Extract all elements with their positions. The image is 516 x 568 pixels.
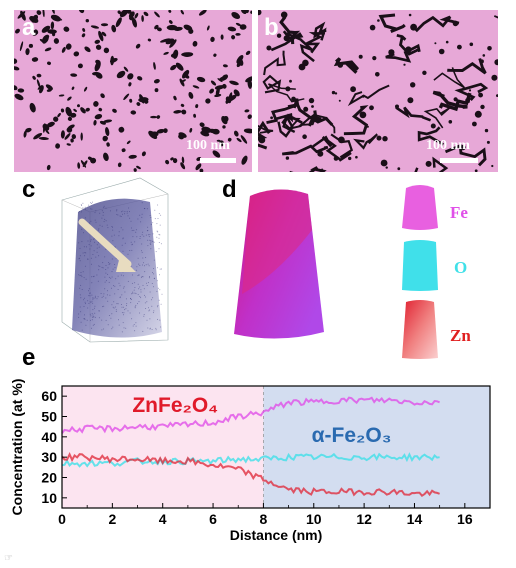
apt-reconstruction-c bbox=[61, 177, 169, 343]
region-1 bbox=[263, 386, 490, 508]
sem-image-a: a 100 nm bbox=[14, 10, 252, 172]
y-tick-label: 30 bbox=[41, 449, 57, 465]
x-tick-label: 10 bbox=[306, 511, 322, 527]
sem-image-b: b 100 nm bbox=[258, 10, 498, 172]
sem-texture-a bbox=[14, 10, 252, 172]
region-label-znfe2o4: ZnFe₂O₄ bbox=[132, 394, 218, 417]
element-label-fe: Fe bbox=[450, 203, 468, 222]
scale-bar-b bbox=[440, 158, 478, 163]
y-tick-label: 20 bbox=[41, 470, 57, 486]
y-tick-label: 50 bbox=[41, 409, 57, 425]
x-tick-label: 0 bbox=[58, 511, 66, 527]
watermark: ☞ bbox=[4, 553, 13, 564]
panel-label-e: e bbox=[22, 344, 36, 371]
y-tick-label: 60 bbox=[41, 388, 57, 404]
series-zn-line bbox=[61, 452, 440, 498]
panel-label-d: d bbox=[222, 176, 237, 203]
series-fe-line bbox=[61, 396, 440, 434]
scale-bar-a bbox=[200, 158, 236, 163]
direction-arrow bbox=[116, 256, 136, 272]
element-label-o: O bbox=[454, 258, 468, 277]
x-tick-label: 6 bbox=[209, 511, 217, 527]
plot-frame bbox=[61, 385, 491, 509]
panel-label-b: b bbox=[264, 14, 279, 41]
x-tick-label: 14 bbox=[407, 511, 423, 527]
x-tick-label: 4 bbox=[159, 511, 167, 527]
y-tick-label: 40 bbox=[41, 429, 57, 445]
series-o-line bbox=[61, 452, 440, 468]
region-label-fe2o3: α-Fe₂O₃ bbox=[312, 424, 392, 447]
scale-text-b: 100 nm bbox=[426, 138, 470, 153]
x-axis-label: Distance (nm) bbox=[230, 527, 323, 543]
panel-label-c: c bbox=[22, 176, 36, 203]
x-tick-label: 8 bbox=[260, 511, 268, 527]
y-axis-label: Concentration (at %) bbox=[9, 379, 25, 516]
region-0 bbox=[62, 386, 264, 508]
element-map-fe bbox=[402, 185, 438, 230]
panel-label-a: a bbox=[22, 14, 36, 41]
element-map-zn bbox=[402, 300, 438, 359]
y-tick-label: 10 bbox=[41, 490, 57, 506]
x-tick-label: 2 bbox=[108, 511, 116, 527]
element-label-zn: Zn bbox=[450, 326, 471, 345]
scale-text-a: 100 nm bbox=[186, 138, 230, 153]
x-tick-label: 16 bbox=[457, 511, 473, 527]
sem-texture-b bbox=[258, 10, 498, 172]
concentration-chart: 0 2 4 6 8 10 12 14 16 10 20 30 40 50 60 Distance (nm) Co… bbox=[9, 379, 491, 543]
x-tick-label: 12 bbox=[356, 511, 372, 527]
apt-composite-d bbox=[234, 189, 324, 339]
element-map-o bbox=[402, 240, 438, 291]
